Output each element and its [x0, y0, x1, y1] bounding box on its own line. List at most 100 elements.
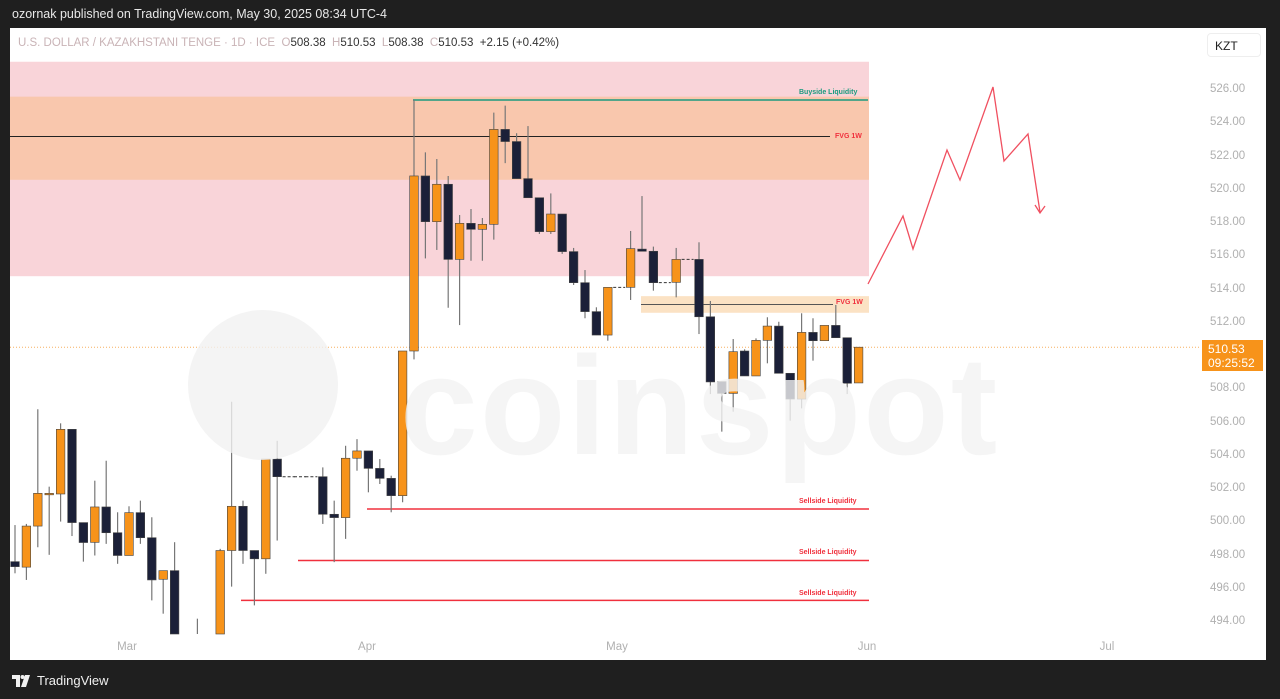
tradingview-footer: TradingView — [12, 673, 109, 688]
candle-down — [78, 522, 88, 543]
candle-down — [785, 372, 795, 400]
sellside-liquidity-label: Sellside Liquidity — [799, 590, 857, 597]
candle-down — [375, 468, 385, 479]
price-tick-label: 494.00 — [1210, 615, 1246, 627]
candle-up — [33, 493, 43, 527]
time-tick-label: Mar — [117, 641, 137, 653]
projection-path — [867, 86, 1041, 285]
candle-down — [101, 506, 111, 534]
candle-up — [796, 332, 807, 400]
price-tick-label: 504.00 — [1210, 448, 1246, 461]
candle-up — [603, 287, 613, 336]
fvg-lower-label: FVG 1W — [836, 299, 863, 306]
sellside-liquidity-label: Sellside Liquidity — [799, 549, 857, 556]
high-value: 510.53 — [340, 37, 376, 49]
publish-info: ozornak published on TradingView.com, Ma… — [12, 7, 387, 21]
time-tick-label: May — [606, 641, 628, 653]
candle-down — [568, 251, 579, 283]
candle-up — [261, 458, 271, 560]
candle-down — [318, 476, 328, 515]
candle-up — [90, 506, 100, 543]
projection-arrowhead-icon — [1034, 204, 1046, 215]
price-tick-label: 500.00 — [1210, 515, 1246, 528]
candle-down — [272, 458, 282, 477]
price-tick-label: 516.00 — [1210, 249, 1246, 262]
buyside-liquidity-label: Buyside Liquidity — [799, 89, 858, 96]
candle-up — [546, 213, 556, 232]
candle-down — [500, 129, 510, 142]
currency-button[interactable]: KZT — [1207, 33, 1261, 57]
candle-up — [489, 129, 499, 225]
candle-down — [648, 250, 658, 283]
price-tick-label: 524.00 — [1210, 116, 1246, 129]
candle-down — [831, 325, 841, 339]
candle-down — [637, 248, 647, 252]
low-value: 508.38 — [388, 37, 424, 49]
coinspot-watermark-logo — [188, 310, 338, 460]
close-label: C — [429, 37, 439, 49]
fvg-upper-label: FVG 1W — [835, 133, 862, 140]
candle-down — [511, 141, 522, 179]
price-tick-label: 520.00 — [1210, 182, 1246, 195]
candle-down — [170, 570, 180, 635]
candle-up — [352, 450, 362, 459]
candle-up — [124, 512, 134, 556]
price-tick-label: 512.00 — [1210, 315, 1246, 328]
candle-down — [842, 337, 852, 384]
candle-up — [454, 223, 465, 260]
close-value: 510.53 — [438, 37, 474, 49]
price-tick-label: 506.00 — [1210, 415, 1246, 428]
open-value: 508.38 — [290, 37, 326, 49]
candle-up — [55, 429, 66, 495]
candle-down — [705, 316, 715, 383]
candle-up — [227, 505, 237, 551]
tradingview-brand[interactable]: TradingView — [37, 673, 109, 688]
sellside-liquidity-label: Sellside Liquidity — [799, 498, 857, 505]
candle-up — [751, 340, 761, 377]
candle-down — [466, 223, 476, 230]
candle-down — [591, 311, 601, 336]
price-tick-label: 514.00 — [1210, 282, 1246, 295]
candle-down — [557, 213, 567, 252]
candle-up — [728, 351, 738, 394]
candle-up — [21, 525, 32, 568]
candle-down — [739, 350, 750, 377]
price-tick-label: 526.00 — [1210, 83, 1246, 95]
candle-up — [158, 570, 168, 580]
zone-orange — [10, 96, 869, 180]
open-label: O — [281, 37, 291, 49]
candle-up — [819, 325, 829, 342]
candle-up — [397, 350, 408, 496]
change-value: +2.15 (+0.42%) — [479, 37, 560, 49]
price-tick-label: 518.00 — [1210, 216, 1246, 228]
candle-up — [477, 224, 488, 230]
candle-down — [249, 550, 260, 560]
symbol-legend: U.S. DOLLAR / KAZAKHSTANI TENGE · 1D · I… — [18, 37, 559, 49]
candle-down — [386, 478, 396, 496]
low-label: L — [381, 37, 389, 49]
candle-up — [625, 248, 636, 288]
price-tick-label: 522.00 — [1210, 149, 1246, 162]
candle-down — [363, 450, 374, 469]
candle-down — [420, 175, 431, 222]
candle-down — [534, 197, 544, 232]
candle-up — [215, 550, 225, 635]
candle-down — [67, 429, 77, 523]
high-label: H — [332, 37, 341, 49]
last-price: 510.53 — [1208, 342, 1245, 356]
price-tick-label: 502.00 — [1210, 482, 1246, 494]
candle-down — [238, 505, 248, 551]
time-tick-label: Jun — [857, 641, 877, 653]
price-tick-label: 498.00 — [1210, 548, 1246, 561]
candle-up — [340, 457, 351, 518]
candle-down — [808, 332, 818, 342]
candle-up — [432, 183, 442, 222]
candle-up — [853, 346, 864, 384]
symbol-name[interactable]: U.S. DOLLAR / KAZAKHSTANI TENGE · 1D · I… — [18, 37, 276, 49]
time-tick-label: Jul — [1099, 641, 1115, 653]
candle-down — [717, 381, 727, 394]
candle-down — [10, 561, 20, 567]
candle-down — [147, 537, 157, 581]
tradingview-logo-icon — [12, 674, 30, 687]
